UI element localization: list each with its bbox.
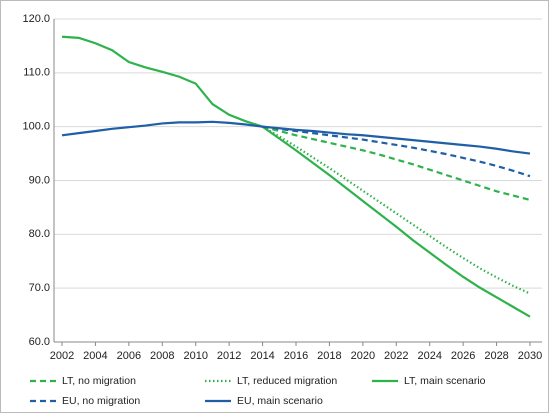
x-tick-label: 2014 <box>250 350 274 362</box>
x-tick-label: 2010 <box>183 350 207 362</box>
x-tick-label: 2018 <box>317 350 341 362</box>
x-tick-label: 2016 <box>284 350 308 362</box>
series-line <box>61 35 531 318</box>
x-tick-label: 2002 <box>50 350 74 362</box>
series-line <box>262 125 531 201</box>
legend-label: LT, reduced migration <box>237 375 337 387</box>
x-tick-label: 2020 <box>351 350 375 362</box>
legend-label: LT, main scenario <box>404 375 486 387</box>
x-tick-label: 2012 <box>217 350 241 362</box>
legend: LT, no migration LT, reduced migration LT,… <box>30 375 486 407</box>
x-tick-label: 2028 <box>484 350 508 362</box>
series-line <box>262 125 531 295</box>
legend-label: EU, no migration <box>62 395 140 407</box>
x-tick-label: 2024 <box>417 350 441 362</box>
x-tick-label: 2004 <box>83 350 107 362</box>
y-tick-label: 80.0 <box>29 228 50 240</box>
x-tick-label: 2030 <box>518 350 542 362</box>
legend-label: EU, main scenario <box>237 395 323 407</box>
y-tick-label: 110.0 <box>23 67 50 79</box>
y-tick-label: 70.0 <box>29 282 50 294</box>
x-tick-label: 2022 <box>384 350 408 362</box>
y-tick-label: 120.0 <box>22 13 50 25</box>
x-tick-label: 2026 <box>451 350 475 362</box>
series-line <box>61 120 531 155</box>
series-line <box>262 125 531 178</box>
y-tick-label: 90.0 <box>29 174 50 186</box>
legend-label: LT, no migration <box>62 375 136 387</box>
y-tick-label: 100.0 <box>22 121 50 133</box>
x-tick-label: 2006 <box>117 350 141 362</box>
x-tick-label: 2008 <box>150 350 174 362</box>
y-tick-label: 60.0 <box>29 336 50 348</box>
